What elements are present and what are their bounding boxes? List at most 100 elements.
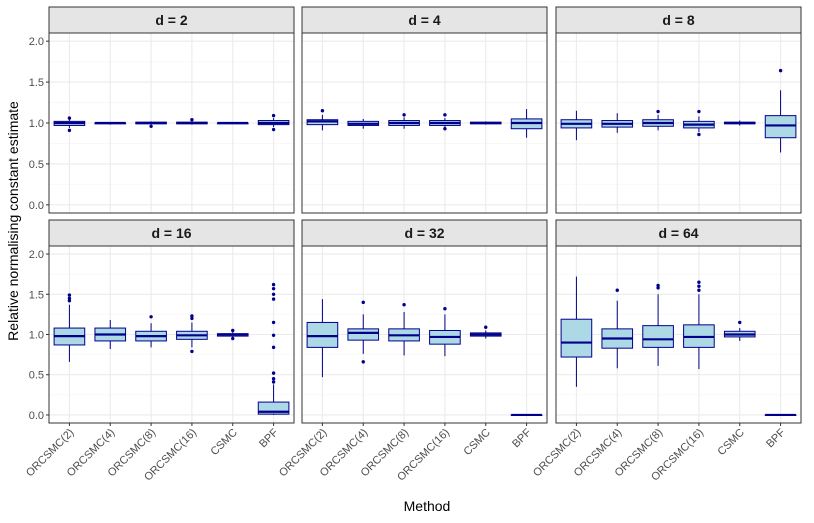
box-iqr bbox=[347, 328, 380, 341]
outlier-point bbox=[361, 300, 365, 305]
outlier-point bbox=[67, 293, 72, 297]
outlier-point bbox=[271, 113, 276, 118]
y-tick-label: 2.0 bbox=[29, 36, 44, 48]
box-ORCSMC(4) bbox=[601, 113, 634, 133]
box-ORCSMC(8) bbox=[388, 303, 420, 356]
box-ORCSMC(4) bbox=[94, 121, 127, 125]
y-tick-label: 1.0 bbox=[29, 118, 44, 130]
outlier-point bbox=[271, 292, 276, 296]
strip-background bbox=[555, 6, 802, 34]
outlier-point bbox=[67, 296, 72, 300]
y-tick-label: 0.0 bbox=[29, 410, 44, 422]
box-iqr bbox=[560, 318, 593, 358]
box-ORCSMC(8) bbox=[642, 109, 674, 131]
box-ORCSMC(8) bbox=[642, 283, 674, 366]
box-BPF bbox=[510, 413, 543, 417]
box-CSMC bbox=[469, 121, 502, 125]
box-ORCSMC(4) bbox=[347, 300, 380, 364]
x-axis-title: Method bbox=[404, 498, 451, 514]
y-tick-label: 0.0 bbox=[29, 200, 44, 212]
box-BPF bbox=[764, 413, 797, 417]
box-ORCSMC(8) bbox=[388, 113, 420, 129]
outlier-point bbox=[67, 128, 72, 133]
box-iqr bbox=[306, 321, 339, 348]
outlier-point bbox=[231, 336, 235, 341]
outlier-point bbox=[656, 109, 660, 114]
box-ORCSMC(4) bbox=[347, 118, 380, 129]
box-CSMC bbox=[216, 121, 249, 125]
panels-layer: d = 2 d = 4 d = 8 d = 16 d = 32 d = 64 bbox=[48, 6, 802, 424]
outlier-point bbox=[443, 127, 447, 131]
outlier-point bbox=[320, 109, 325, 113]
outlier-point bbox=[697, 288, 701, 292]
y-tick-label: 0.5 bbox=[29, 370, 44, 382]
box-ORCSMC(4) bbox=[601, 288, 634, 369]
box-ORCSMC(8) bbox=[135, 315, 167, 348]
outlier-point bbox=[271, 286, 276, 291]
outlier-point bbox=[271, 377, 276, 381]
outlier-point bbox=[484, 325, 488, 329]
outlier-point bbox=[271, 371, 276, 375]
x-tick-label: BPF bbox=[257, 426, 281, 450]
strip-label: d = 16 bbox=[151, 225, 191, 241]
outlier-point bbox=[443, 307, 447, 311]
outlier-point bbox=[271, 127, 276, 132]
box-iqr bbox=[642, 325, 674, 348]
outlier-point bbox=[697, 280, 701, 284]
strip-label: d = 2 bbox=[155, 12, 188, 28]
box-CSMC bbox=[723, 320, 756, 341]
outlier-point bbox=[67, 116, 72, 120]
box-CSMC bbox=[469, 325, 502, 339]
box-ORCSMC(16) bbox=[176, 314, 208, 354]
outlier-point bbox=[67, 299, 72, 303]
box-BPF bbox=[257, 113, 290, 132]
outlier-point bbox=[697, 284, 701, 288]
y-tick-label: 0.5 bbox=[29, 159, 44, 171]
y-axis: 0.0 0.5 1.0 1.5 2.0 0.0 0.5 1.0 1.5 2.0 bbox=[29, 36, 49, 422]
strip-background bbox=[555, 219, 802, 247]
outlier-point bbox=[443, 113, 447, 117]
outlier-point bbox=[190, 316, 194, 321]
outlier-point bbox=[697, 132, 701, 137]
x-tick-label: BPF bbox=[510, 426, 534, 450]
outlier-point bbox=[271, 320, 276, 325]
facet-panel: d = 8 bbox=[555, 6, 802, 214]
box-ORCSMC(16) bbox=[683, 280, 715, 370]
box-BPF bbox=[257, 282, 290, 415]
outlier-point bbox=[271, 282, 276, 287]
box-ORCSMC(2) bbox=[53, 293, 86, 362]
box-ORCSMC(16) bbox=[176, 118, 208, 125]
box-ORCSMC(2) bbox=[560, 110, 593, 141]
outlier-point bbox=[656, 286, 660, 290]
facet-panel: d = 16 bbox=[48, 219, 295, 424]
box-ORCSMC(16) bbox=[683, 109, 715, 137]
strip-background bbox=[301, 219, 548, 247]
box-ORCSMC(2) bbox=[306, 109, 339, 131]
x-tick-label: BPF bbox=[764, 426, 788, 450]
facet-panel: d = 32 bbox=[301, 219, 548, 424]
box-ORCSMC(16) bbox=[429, 113, 461, 131]
outlier-point bbox=[615, 288, 619, 292]
strip-label: d = 8 bbox=[662, 12, 695, 28]
outlier-point bbox=[361, 360, 365, 364]
y-tick-label: 1.5 bbox=[29, 289, 44, 301]
box-CSMC bbox=[216, 328, 249, 341]
outlier-point bbox=[402, 113, 406, 117]
box-ORCSMC(2) bbox=[560, 276, 593, 387]
box-iqr bbox=[764, 115, 797, 139]
outlier-point bbox=[778, 68, 783, 73]
outlier-point bbox=[190, 314, 194, 318]
y-tick-label: 1.0 bbox=[29, 330, 44, 342]
strip-background bbox=[301, 6, 548, 34]
outlier-point bbox=[271, 345, 276, 350]
outlier-point bbox=[697, 109, 701, 114]
box-ORCSMC(2) bbox=[53, 116, 86, 133]
outlier-point bbox=[149, 124, 153, 128]
facet-panel: d = 64 bbox=[555, 219, 802, 424]
strip-background bbox=[48, 219, 295, 247]
x-tick-label: CSMC bbox=[715, 427, 746, 458]
box-BPF bbox=[764, 68, 797, 153]
outlier-point bbox=[190, 349, 194, 354]
outlier-point bbox=[190, 118, 194, 122]
x-tick-label: CSMC bbox=[461, 427, 492, 458]
